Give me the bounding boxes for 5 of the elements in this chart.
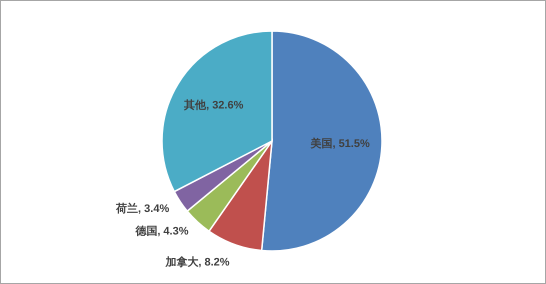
slice-label: 德国, 4.3% bbox=[134, 224, 189, 238]
slice-label: 荷兰, 3.4% bbox=[115, 202, 170, 215]
slice-label: 美国, 51.5% bbox=[309, 137, 370, 150]
slice-label: 加拿大, 8.2% bbox=[164, 256, 230, 269]
slice-label: 其他, 32.6% bbox=[183, 98, 244, 112]
